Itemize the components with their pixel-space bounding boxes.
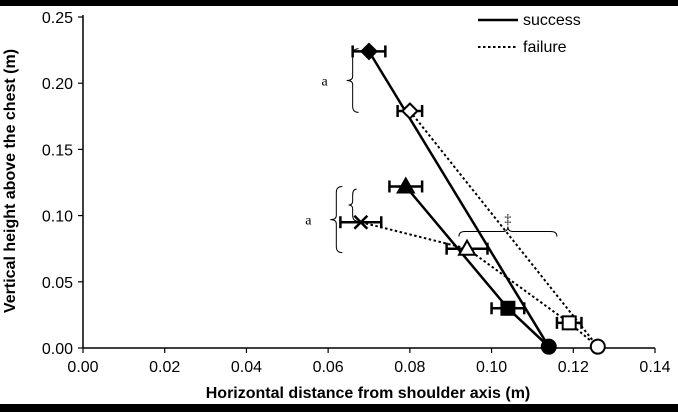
annotation-label: a xyxy=(322,75,329,90)
marker-diamond-open xyxy=(400,102,419,120)
series-line-success xyxy=(367,50,550,348)
y-tick-label: 0.25 xyxy=(42,10,73,27)
axes xyxy=(82,15,655,349)
y-tick-group: 0.00 0.05 0.10 0.15 0.20 0.25 xyxy=(42,10,83,358)
x-tick-label: 0.12 xyxy=(558,359,589,376)
y-tick-label: 0.15 xyxy=(42,142,73,159)
marker-cross-filled xyxy=(353,214,369,230)
y-axis-title: Vertical height above the chest (m) xyxy=(2,49,19,313)
y-tick-label: 0.00 xyxy=(42,341,73,358)
x-tick-label: 0.02 xyxy=(149,359,180,376)
x-tick-group: 0.00 0.02 0.04 0.06 0.08 0.10 0.12 0.14 xyxy=(67,348,671,376)
y-tick-label: 0.10 xyxy=(42,209,73,226)
series-line-failure xyxy=(409,110,599,348)
annotation-label: a xyxy=(305,214,312,229)
x-tick-label: 0.14 xyxy=(639,359,670,376)
marker-circle-filled xyxy=(540,338,557,355)
marker-circle-open xyxy=(589,338,606,355)
marker-square-filled xyxy=(500,300,516,316)
legend-label-success: success xyxy=(523,12,581,29)
x-tick-label: 0.04 xyxy=(231,359,262,376)
x-tick-label: 0.08 xyxy=(394,359,425,376)
bottom-band xyxy=(0,404,678,412)
legend-label-failure: failure xyxy=(523,39,567,56)
x-tick-label: 0.06 xyxy=(313,359,344,376)
markers xyxy=(353,42,606,355)
x-tick-label: 0.00 xyxy=(67,359,98,376)
marker-square-open xyxy=(561,315,577,331)
marker-triangle-filled xyxy=(396,176,416,194)
chart-background xyxy=(0,6,678,406)
y-tick-label: 0.20 xyxy=(42,76,73,93)
annotation-brace xyxy=(458,226,558,237)
marker-diamond-filled xyxy=(360,42,378,61)
legend: success failure xyxy=(478,12,581,56)
top-band xyxy=(0,0,678,6)
annotation-label: ‡ xyxy=(504,212,511,227)
marker-triangle-open xyxy=(457,238,477,256)
y-tick-label: 0.05 xyxy=(42,275,73,292)
x-axis-title: Horizontal distance from shoulder axis (… xyxy=(206,385,531,402)
x-tick-label: 0.10 xyxy=(476,359,507,376)
